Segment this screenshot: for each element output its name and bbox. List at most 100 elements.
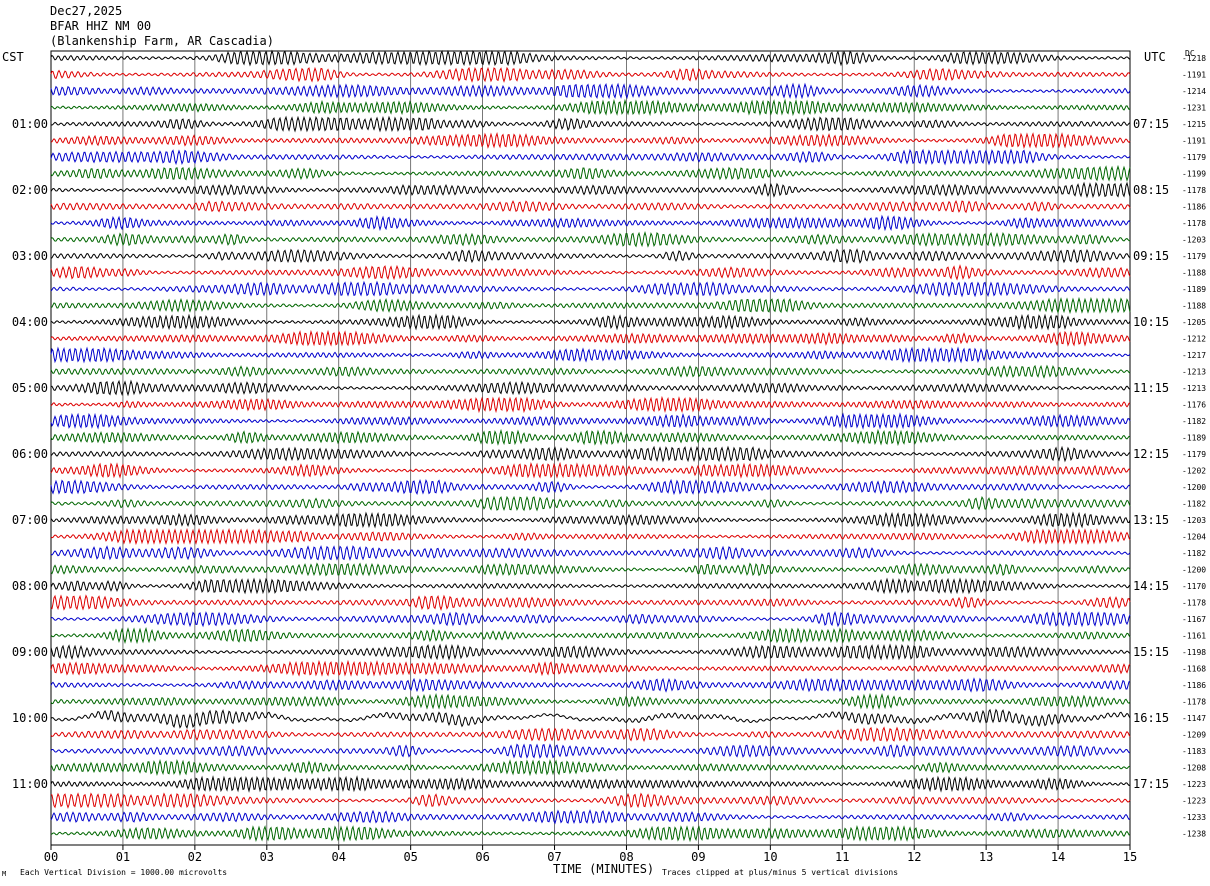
dc-offset-label: -1186 — [1182, 681, 1206, 690]
header-date: Dec27,2025 — [50, 4, 123, 18]
dc-offset-label: -1178 — [1182, 698, 1206, 707]
trace-line-45 — [50, 775, 1131, 793]
dc-offset-label: -1188 — [1182, 302, 1206, 311]
left-hour-label: 04:00 — [12, 315, 48, 329]
header-site: (Blankenship Farm, AR Cascadia) — [50, 34, 274, 48]
dc-offset-label: -1198 — [1182, 648, 1206, 657]
right-timezone-label: UTC — [1144, 50, 1166, 64]
trace-line-35 — [50, 611, 1131, 628]
dc-offset-label: -1178 — [1182, 219, 1206, 228]
x-tick-label: 03 — [260, 850, 274, 864]
trace-line-32 — [50, 562, 1131, 577]
clip-note: Traces clipped at plus/minus 5 vertical … — [662, 868, 899, 877]
trace-line-47 — [50, 809, 1131, 825]
trace-line-1 — [50, 49, 1131, 67]
dc-offset-label: -1231 — [1182, 104, 1206, 113]
right-hour-label: 11:15 — [1133, 381, 1169, 395]
dc-offset-label: -1213 — [1182, 384, 1206, 393]
trace-line-21 — [50, 379, 1131, 397]
trace-line-37 — [50, 643, 1131, 661]
dc-offset-label: -1161 — [1182, 632, 1206, 641]
trace-line-41 — [50, 708, 1131, 730]
dc-offset-label: -1189 — [1182, 434, 1206, 443]
right-hour-label: 17:15 — [1133, 777, 1169, 791]
dc-offset-label: -1186 — [1182, 203, 1206, 212]
trace-line-19 — [50, 346, 1131, 364]
dc-offset-label: -1199 — [1182, 170, 1206, 179]
right-hour-label: 07:15 — [1133, 117, 1169, 131]
trace-line-31 — [50, 545, 1131, 561]
trace-line-13 — [50, 248, 1131, 265]
left-hour-label: 06:00 — [12, 447, 48, 461]
dc-offset-label: -1200 — [1182, 483, 1206, 492]
trace-line-12 — [50, 231, 1131, 248]
x-tick-label: 04 — [332, 850, 346, 864]
right-hour-label: 10:15 — [1133, 315, 1169, 329]
x-tick-label: 11 — [835, 850, 849, 864]
trace-line-17 — [50, 313, 1131, 331]
dc-offset-label: -1200 — [1182, 566, 1206, 575]
dc-offset-label: -1223 — [1182, 780, 1206, 789]
dc-offset-label: -1218 — [1182, 54, 1206, 63]
x-tick-label: 02 — [188, 850, 202, 864]
right-hour-label: 08:15 — [1133, 183, 1169, 197]
dc-offset-label: -1204 — [1182, 533, 1206, 542]
trace-line-7 — [50, 148, 1131, 166]
x-tick-label: 01 — [116, 850, 130, 864]
dc-offset-label: -1238 — [1182, 830, 1206, 839]
left-hour-label: 08:00 — [12, 579, 48, 593]
trace-line-5 — [50, 115, 1131, 133]
trace-line-22 — [50, 395, 1131, 414]
x-tick-label: 09 — [691, 850, 705, 864]
scale-note: Each Vertical Division = 1000.00 microvo… — [20, 868, 228, 877]
dc-offset-label: -1182 — [1182, 549, 1206, 558]
left-hour-label: 10:00 — [12, 711, 48, 725]
trace-line-10 — [50, 199, 1131, 214]
right-hour-label: 13:15 — [1133, 513, 1169, 527]
x-tick-label: 15 — [1123, 850, 1137, 864]
trace-line-30 — [50, 527, 1131, 546]
dc-offset-label: -1191 — [1182, 137, 1206, 146]
dc-offset-label: -1205 — [1182, 318, 1206, 327]
x-tick-label: 13 — [979, 850, 993, 864]
right-hour-label: 09:15 — [1133, 249, 1169, 263]
dc-offset-label: -1203 — [1182, 516, 1206, 525]
dc-offset-label: -1183 — [1182, 747, 1206, 756]
dc-offset-label: -1202 — [1182, 467, 1206, 476]
left-hour-label: 09:00 — [12, 645, 48, 659]
trace-line-46 — [50, 792, 1131, 809]
trace-line-4 — [50, 98, 1131, 117]
dc-offset-label: -1223 — [1182, 797, 1206, 806]
trace-line-23 — [50, 412, 1131, 430]
dc-offset-label: -1215 — [1182, 120, 1206, 129]
trace-line-29 — [50, 511, 1131, 529]
dc-offset-label: -1182 — [1182, 500, 1206, 509]
right-hour-label: 14:15 — [1133, 579, 1169, 593]
trace-line-25 — [50, 445, 1131, 463]
trace-line-14 — [50, 264, 1131, 281]
trace-line-24 — [50, 428, 1131, 447]
right-hour-label: 12:15 — [1133, 447, 1169, 461]
trace-line-33 — [50, 577, 1131, 595]
trace-line-43 — [50, 743, 1131, 759]
dc-offset-label: -1233 — [1182, 813, 1206, 822]
left-hour-label: 01:00 — [12, 117, 48, 131]
left-hour-label: 11:00 — [12, 777, 48, 791]
dc-offset-label: -1179 — [1182, 252, 1206, 261]
x-tick-label: 12 — [907, 850, 921, 864]
dc-offset-label: -1178 — [1182, 186, 1206, 195]
left-hour-label: 07:00 — [12, 513, 48, 527]
dc-offset-label: -1182 — [1182, 417, 1206, 426]
trace-line-9 — [50, 181, 1131, 199]
dc-offset-label: -1213 — [1182, 368, 1206, 377]
trace-line-6 — [50, 132, 1131, 150]
dc-offset-label: -1179 — [1182, 450, 1206, 459]
dc-offset-label: -1168 — [1182, 665, 1206, 674]
trace-line-39 — [50, 677, 1131, 693]
trace-line-48 — [50, 824, 1131, 843]
trace-line-3 — [50, 82, 1131, 100]
trace-line-38 — [50, 659, 1131, 677]
footer-mark: M — [2, 870, 7, 878]
trace-line-11 — [50, 214, 1131, 232]
